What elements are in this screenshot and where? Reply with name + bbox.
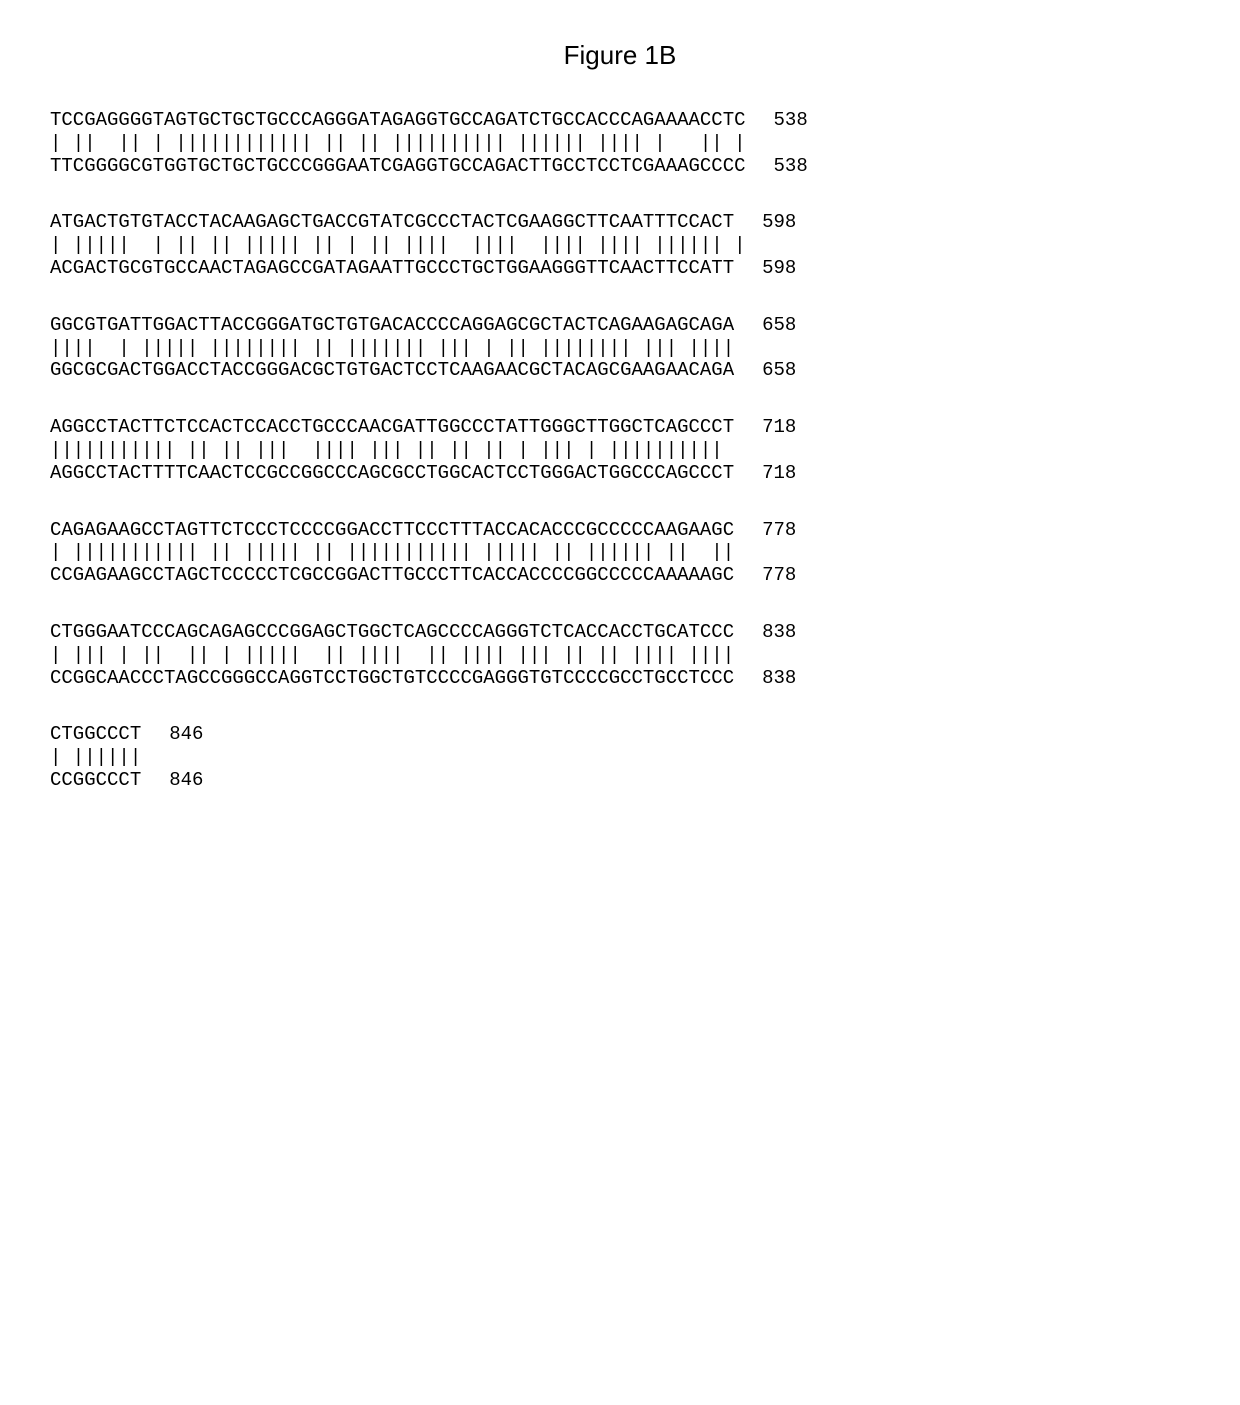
seq-bottom: CCGGCAACCCTAGCCGGGCCAGGTCCTGGCTGTCCCCGAG…	[50, 667, 734, 690]
seq-top-pos: 846	[169, 723, 203, 746]
alignment-block: CTGGCCCT 846| ||||||CCGGCCCT 846	[50, 723, 1190, 791]
seq-top-pos: 598	[762, 211, 796, 234]
seq-bottom: ACGACTGCGTGCCAACTAGAGCCGATAGAATTGCCCTGCT…	[50, 257, 734, 280]
seq-bottom-pos: 718	[762, 462, 796, 485]
seq-top-row: AGGCCTACTTCTCCACTCCACCTGCCCAACGATTGGCCCT…	[50, 416, 1190, 439]
seq-bottom: TTCGGGGCGTGGTGCTGCTGCCCGGGAATCGAGGTGCCAG…	[50, 155, 746, 178]
seq-top-row: CTGGGAATCCCAGCAGAGCCCGGAGCTGGCTCAGCCCCAG…	[50, 621, 1190, 644]
seq-top: CTGGGAATCCCAGCAGAGCCCGGAGCTGGCTCAGCCCCAG…	[50, 621, 734, 644]
seq-top-row: TCCGAGGGGTAGTGCTGCTGCCCAGGGATAGAGGTGCCAG…	[50, 109, 1190, 132]
seq-bottom-row: CCGGCAACCCTAGCCGGGCCAGGTCCTGGCTGTCCCCGAG…	[50, 667, 1190, 690]
seq-top: GGCGTGATTGGACTTACCGGGATGCTGTGACACCCCAGGA…	[50, 314, 734, 337]
seq-top-pos: 838	[762, 621, 796, 644]
seq-bottom: AGGCCTACTTTTCAACTCCGCCGGCCCAGCGCCTGGCACT…	[50, 462, 734, 485]
alignment-block: TCCGAGGGGTAGTGCTGCTGCCCAGGGATAGAGGTGCCAG…	[50, 109, 1190, 177]
seq-top-row: GGCGTGATTGGACTTACCGGGATGCTGTGACACCCCAGGA…	[50, 314, 1190, 337]
seq-top: TCCGAGGGGTAGTGCTGCTGCCCAGGGATAGAGGTGCCAG…	[50, 109, 746, 132]
seq-top: CTGGCCCT	[50, 723, 141, 746]
match-line: |||| | ||||| |||||||| || ||||||| ||| | |…	[50, 337, 1190, 360]
alignment-block: GGCGTGATTGGACTTACCGGGATGCTGTGACACCCCAGGA…	[50, 314, 1190, 382]
seq-top-row: CAGAGAAGCCTAGTTCTCCCTCCCCGGACCTTCCCTTTAC…	[50, 519, 1190, 542]
match-line: | || || | |||||||||||| || || |||||||||| …	[50, 132, 1190, 155]
alignment-block: CAGAGAAGCCTAGTTCTCCCTCCCCGGACCTTCCCTTTAC…	[50, 519, 1190, 587]
seq-bottom-pos: 838	[762, 667, 796, 690]
match-line: | ||||||||||| || ||||| || ||||||||||| ||…	[50, 541, 1190, 564]
seq-bottom: GGCGCGACTGGACCTACCGGGACGCTGTGACTCCTCAAGA…	[50, 359, 734, 382]
seq-top-pos: 718	[762, 416, 796, 439]
seq-top-pos: 538	[774, 109, 808, 132]
seq-bottom-pos: 598	[762, 257, 796, 280]
sequence-alignment: TCCGAGGGGTAGTGCTGCTGCCCAGGGATAGAGGTGCCAG…	[50, 109, 1190, 792]
match-line: ||||||||||| || || ||| |||| ||| || || || …	[50, 439, 1190, 462]
seq-bottom-row: AGGCCTACTTTTCAACTCCGCCGGCCCAGCGCCTGGCACT…	[50, 462, 1190, 485]
seq-bottom: CCGGCCCT	[50, 769, 141, 792]
seq-bottom-row: CCGAGAAGCCTAGCTCCCCCTCGCCGGACTTGCCCTTCAC…	[50, 564, 1190, 587]
seq-top: ATGACTGTGTACCTACAAGAGCTGACCGTATCGCCCTACT…	[50, 211, 734, 234]
seq-bottom-row: CCGGCCCT 846	[50, 769, 1190, 792]
match-line: | ||| | || || | ||||| || |||| || |||| ||…	[50, 644, 1190, 667]
seq-bottom-pos: 778	[762, 564, 796, 587]
seq-top-pos: 658	[762, 314, 796, 337]
seq-top-row: ATGACTGTGTACCTACAAGAGCTGACCGTATCGCCCTACT…	[50, 211, 1190, 234]
alignment-block: CTGGGAATCCCAGCAGAGCCCGGAGCTGGCTCAGCCCCAG…	[50, 621, 1190, 689]
seq-bottom-pos: 846	[169, 769, 203, 792]
seq-top-row: CTGGCCCT 846	[50, 723, 1190, 746]
seq-bottom-pos: 538	[774, 155, 808, 178]
alignment-block: AGGCCTACTTCTCCACTCCACCTGCCCAACGATTGGCCCT…	[50, 416, 1190, 484]
seq-bottom-pos: 658	[762, 359, 796, 382]
seq-top-pos: 778	[762, 519, 796, 542]
figure-title: Figure 1B	[50, 40, 1190, 71]
match-line: | ||||||	[50, 746, 1190, 769]
seq-bottom-row: GGCGCGACTGGACCTACCGGGACGCTGTGACTCCTCAAGA…	[50, 359, 1190, 382]
seq-bottom: CCGAGAAGCCTAGCTCCCCCTCGCCGGACTTGCCCTTCAC…	[50, 564, 734, 587]
seq-top: CAGAGAAGCCTAGTTCTCCCTCCCCGGACCTTCCCTTTAC…	[50, 519, 734, 542]
seq-bottom-row: TTCGGGGCGTGGTGCTGCTGCCCGGGAATCGAGGTGCCAG…	[50, 155, 1190, 178]
seq-top: AGGCCTACTTCTCCACTCCACCTGCCCAACGATTGGCCCT…	[50, 416, 734, 439]
match-line: | ||||| | || || ||||| || | || |||| |||| …	[50, 234, 1190, 257]
seq-bottom-row: ACGACTGCGTGCCAACTAGAGCCGATAGAATTGCCCTGCT…	[50, 257, 1190, 280]
alignment-block: ATGACTGTGTACCTACAAGAGCTGACCGTATCGCCCTACT…	[50, 211, 1190, 279]
